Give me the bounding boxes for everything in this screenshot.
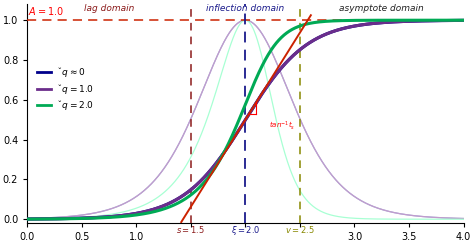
Text: lag domain: lag domain bbox=[84, 4, 134, 13]
Text: $\xi{=}2.0$: $\xi{=}2.0$ bbox=[230, 224, 260, 237]
Text: $s{=}1.5$: $s{=}1.5$ bbox=[176, 224, 205, 235]
Legend: $\check{q} \approx 0$, $\check{q} = 1.0$, $\check{q} = 2.0$: $\check{q} \approx 0$, $\check{q} = 1.0$… bbox=[34, 61, 98, 116]
Text: asymptote domain: asymptote domain bbox=[339, 4, 424, 13]
Text: $A=1.0$: $A=1.0$ bbox=[28, 5, 64, 17]
Text: inflection domain: inflection domain bbox=[206, 4, 284, 13]
Text: $\mathit{tan^{-1}t_s}$: $\mathit{tan^{-1}t_s}$ bbox=[269, 120, 296, 132]
Text: $v{=}2.5$: $v{=}2.5$ bbox=[285, 224, 315, 235]
